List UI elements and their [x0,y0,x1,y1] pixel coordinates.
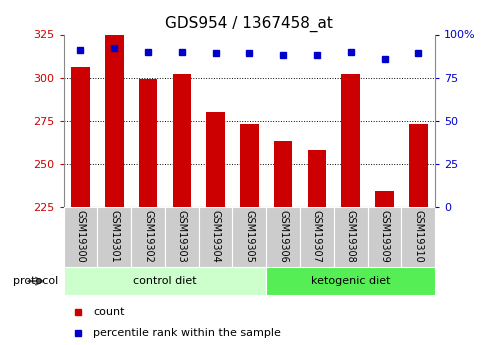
Bar [172,74,191,207]
Text: GSM19307: GSM19307 [311,210,321,263]
Bar [164,207,198,267]
Text: GSM19308: GSM19308 [345,210,355,263]
Bar [240,124,258,207]
Bar [374,191,393,207]
Text: GSM19302: GSM19302 [143,210,153,263]
Bar [367,207,401,267]
Title: GDS954 / 1367458_at: GDS954 / 1367458_at [165,16,333,32]
Bar [300,207,333,267]
Bar [333,207,367,267]
Text: GSM19300: GSM19300 [75,210,85,263]
Text: protocol: protocol [13,276,59,286]
Text: percentile rank within the sample: percentile rank within the sample [93,328,281,338]
Text: GSM19310: GSM19310 [412,210,423,263]
Bar [341,74,359,207]
Bar [266,207,300,267]
Bar [105,34,123,207]
Bar [131,207,164,267]
Bar [71,67,90,207]
Bar [139,79,157,207]
Bar [198,207,232,267]
Bar [307,150,325,207]
Text: GSM19305: GSM19305 [244,210,254,263]
Bar [97,207,131,267]
Text: count: count [93,307,124,317]
Bar [206,112,224,207]
Text: GSM19309: GSM19309 [379,210,389,263]
Bar [232,207,266,267]
Text: GSM19303: GSM19303 [177,210,186,263]
Text: control diet: control diet [133,276,196,286]
Bar [408,124,427,207]
Bar [63,267,266,295]
Text: GSM19304: GSM19304 [210,210,220,263]
Bar [266,267,434,295]
Bar [63,207,97,267]
Bar [273,141,292,207]
Text: GSM19306: GSM19306 [278,210,287,263]
Bar [401,207,434,267]
Text: GSM19301: GSM19301 [109,210,119,263]
Text: ketogenic diet: ketogenic diet [310,276,390,286]
